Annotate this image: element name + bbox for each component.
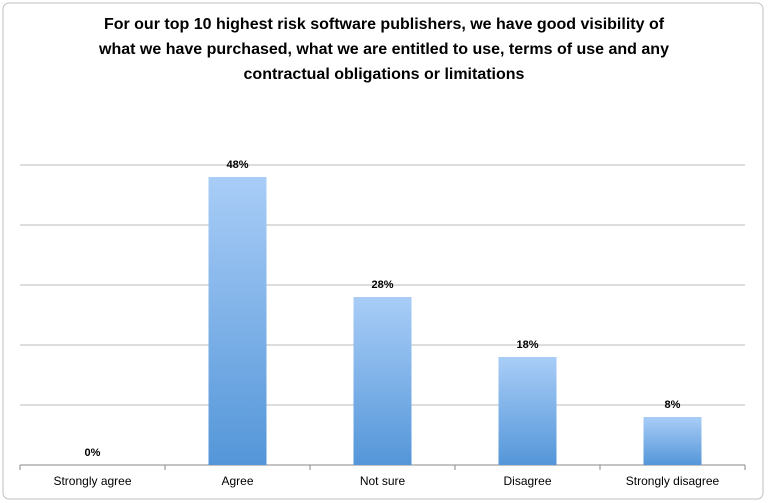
bar: [208, 177, 267, 465]
value-label: 48%: [226, 159, 248, 171]
x-tick-label: Not sure: [360, 474, 406, 488]
x-tick-label: Strongly agree: [53, 474, 131, 488]
x-tick-label: Disagree: [503, 474, 551, 488]
x-tick-label: Agree: [221, 474, 253, 488]
value-label: 8%: [665, 399, 681, 411]
x-tick-label: Strongly disagree: [626, 474, 720, 488]
chart-title: For our top 10 highest risk software pub…: [99, 16, 669, 83]
bar: [498, 357, 557, 465]
value-label: 0%: [85, 447, 101, 459]
value-label: 18%: [516, 339, 538, 351]
bar: [353, 297, 412, 465]
bar: [643, 417, 702, 465]
value-label: 28%: [371, 279, 393, 291]
